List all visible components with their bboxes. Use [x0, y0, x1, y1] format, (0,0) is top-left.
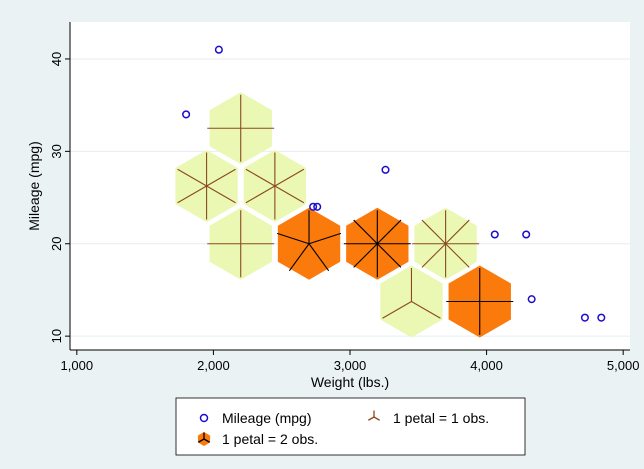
sunflower-5-petal-7	[353, 219, 378, 245]
sunflower-2-petal-4	[245, 185, 276, 204]
sunflower-5-petal-1	[376, 219, 402, 245]
y-tick-label-1: 20	[49, 237, 64, 251]
sunflower-4-petal-1	[308, 232, 342, 245]
sunflower-0	[207, 92, 275, 165]
data-point-3	[313, 202, 322, 211]
y-axis-title: Mileage (mpg)	[26, 141, 42, 230]
x-tick-label-2: 3,000	[334, 358, 367, 373]
y-tick-label-3: 40	[49, 52, 64, 66]
y-tick-label-0: 10	[49, 329, 64, 343]
legend-marker-mileage	[199, 413, 209, 423]
legend-light-symbol-petal-1	[373, 416, 380, 421]
data-point-2	[309, 202, 318, 211]
legend-marker-dark-sunflower	[197, 432, 211, 446]
data-point-5	[490, 230, 499, 239]
plot-area	[70, 22, 630, 350]
sunflower-1-petal-1	[206, 168, 236, 187]
sunflower-1	[175, 150, 238, 222]
sunflower-1-petal-4	[177, 185, 207, 204]
data-point-9	[597, 313, 606, 322]
sunflower-4-petal-3	[288, 243, 310, 272]
sunflower-7-petal-1	[411, 301, 441, 319]
sunflower-2-petal-1	[274, 168, 305, 187]
sunflower-6-petal-7	[421, 219, 446, 245]
sunflower-7-petal-2	[382, 301, 412, 319]
sunflower-2-petal-5	[245, 168, 276, 187]
sunflower-4	[277, 207, 342, 280]
sunflower-6-petal-3	[445, 243, 470, 268]
sunflower-5-petal-5	[353, 243, 378, 268]
data-point-7	[527, 295, 536, 304]
sunflower-3	[207, 207, 275, 280]
legend-label-dark: 1 petal = 2 obs.	[222, 431, 318, 447]
sunflower-1-petal-2	[206, 185, 236, 204]
sunflower-5	[343, 207, 411, 280]
legend-label-light: 1 petal = 1 obs.	[393, 410, 489, 426]
x-tick-label-3: 4,000	[470, 358, 503, 373]
x-tick-label-1: 2,000	[197, 358, 230, 373]
legend-box	[175, 397, 526, 456]
data-point-4	[381, 165, 390, 174]
x-tick-label-4: 5,000	[607, 358, 640, 373]
legend-marker-light-sunflower	[368, 410, 380, 421]
sunflower-6-petal-1	[445, 219, 470, 245]
y-tick-label-2: 30	[49, 144, 64, 158]
scatter-points	[182, 45, 606, 322]
legend-dark-symbol-petal-1	[203, 438, 210, 443]
sunflower-7	[380, 265, 443, 338]
data-point-6	[522, 230, 531, 239]
sunflower-8	[446, 265, 514, 338]
sunflower-2-petal-2	[274, 185, 305, 204]
sunflower-6-petal-5	[421, 243, 446, 268]
data-point-0	[182, 110, 191, 119]
sunflower-4-petal-2	[308, 243, 330, 272]
data-point-8	[580, 313, 589, 322]
x-axis-title: Weight (lbs.)	[311, 374, 389, 390]
data-point-1	[214, 45, 223, 54]
sunflower-1-petal-5	[177, 168, 207, 187]
sunflower-5-petal-3	[376, 243, 402, 268]
sunflower-6	[412, 207, 480, 280]
sunflower-layer	[175, 92, 514, 338]
legend-dark-symbol-petal-2	[198, 438, 205, 443]
sunflower-2	[243, 150, 307, 222]
legend-light-symbol-petal-2	[368, 416, 375, 421]
legend-label-mileage: Mileage (mpg)	[222, 410, 311, 426]
axes: 1,000 2,000 3,000 4,000 5,000 10 20 30 40	[49, 22, 639, 373]
x-tick-label-0: 1,000	[61, 358, 94, 373]
legend: Mileage (mpg) 1 petal = 1 obs. 1 petal =…	[175, 397, 526, 456]
sunflower-4-petal-4	[277, 232, 310, 245]
